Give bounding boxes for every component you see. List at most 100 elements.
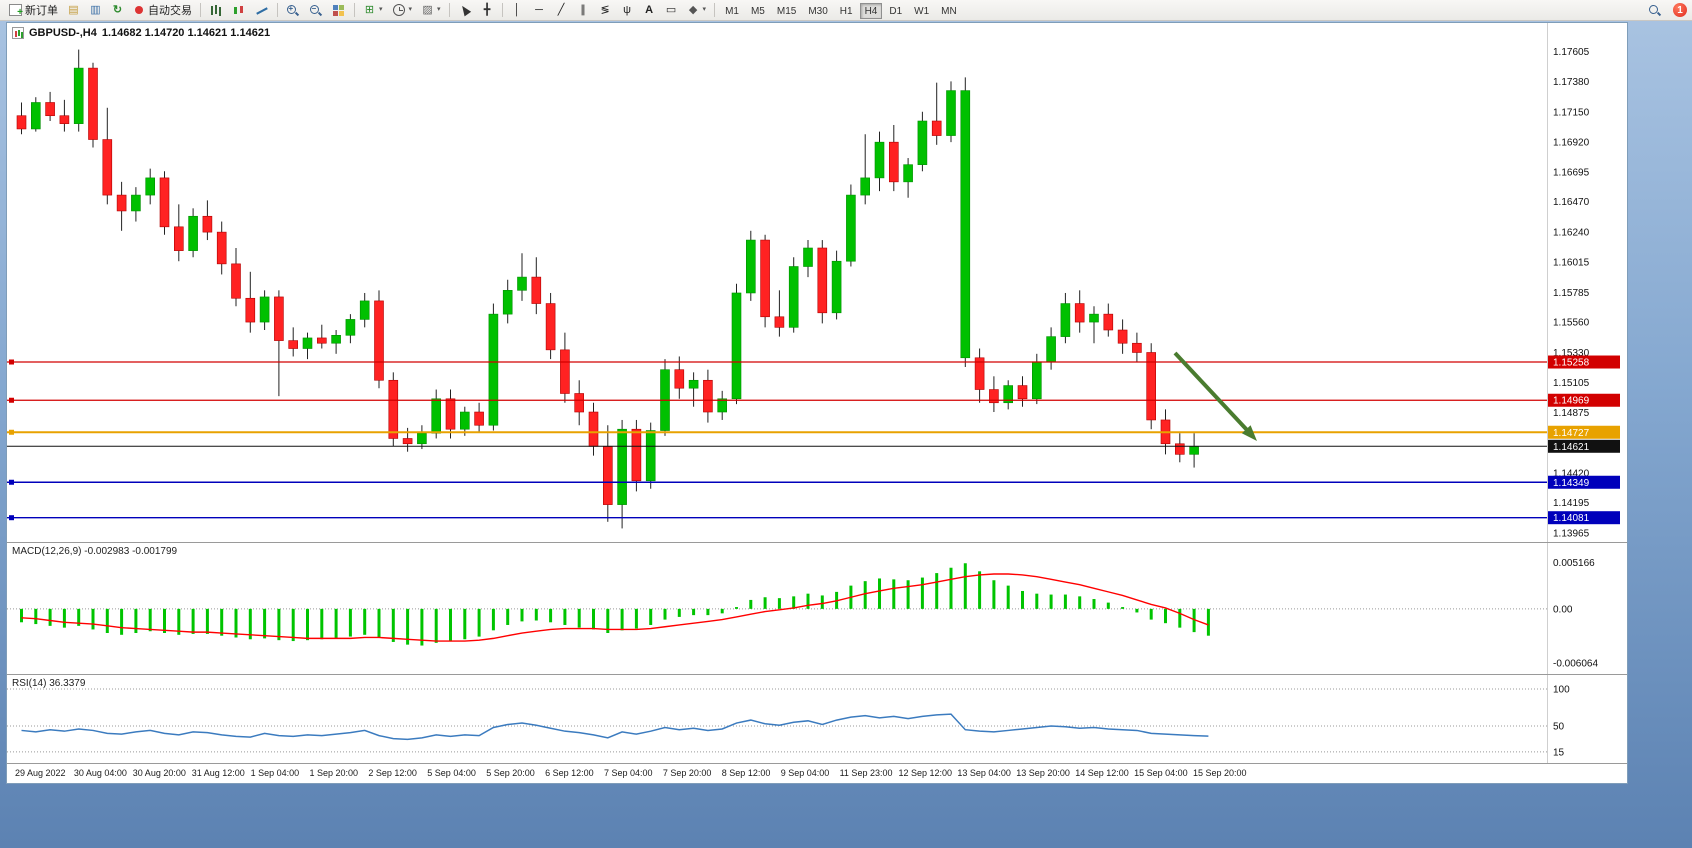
candle-body (1132, 342, 1142, 353)
candle-body (502, 290, 513, 315)
periods-button[interactable]: ▾ (388, 1, 417, 19)
resistance-line-2-badge-label: 1.14969 (1553, 396, 1590, 407)
refresh-icon: ↻ (112, 3, 123, 16)
indicators-button[interactable]: ⊞ ▾ (359, 1, 387, 19)
candle-body (645, 430, 656, 482)
timeframe-button-h1[interactable]: H1 (835, 3, 858, 19)
time-axis[interactable]: 29 Aug 2022 30 Aug 04:00 30 Aug 20:00 31 Au… (7, 765, 1547, 783)
candle-body (445, 398, 456, 430)
vertical-line-tool-button[interactable]: │ (507, 1, 528, 19)
resistance-line-1-handle[interactable] (9, 359, 14, 365)
charts-profile-button[interactable]: ▤ (63, 1, 84, 19)
auto-trading-icon (133, 4, 145, 17)
price-axis[interactable]: 1.17605 1.17380 1.17150 1.16920 1.16695 1.164… (1547, 23, 1621, 763)
timeframe-button-w1[interactable]: W1 (909, 3, 934, 19)
shapes-tool-button[interactable]: ◆ ▾ (683, 1, 711, 19)
chart-canvas[interactable]: 1.17605 1.17380 1.17150 1.16920 1.16695 1.164… (7, 23, 1627, 783)
macd-panel[interactable] (7, 563, 1547, 646)
resistance-line-2-badge (1548, 393, 1620, 407)
toolbar-separator (354, 3, 355, 17)
candle-body (345, 319, 356, 336)
time-label: 8 Sep 12:00 (721, 768, 771, 778)
candle-body (102, 139, 113, 196)
down-arrow-annotation[interactable] (1173, 351, 1249, 432)
price-panel[interactable] (7, 49, 1547, 529)
indicators-icon: ⊞ (364, 3, 375, 16)
new-order-icon (9, 4, 23, 18)
candle-body (459, 411, 470, 430)
zoom-in-button[interactable]: + (282, 1, 304, 19)
new-order-button[interactable]: 新订单 (5, 1, 62, 19)
chart-area[interactable]: 1.17605 1.17380 1.17150 1.16920 1.16695 1.164… (6, 22, 1628, 784)
resistance-line-1-badge (1548, 355, 1620, 369)
horizontal-line-tool-button[interactable]: ─ (529, 1, 550, 19)
bid-price-line-badge (1548, 439, 1620, 453)
auto-trading-button[interactable]: 自动交易 (129, 1, 196, 19)
candle-body (30, 102, 41, 130)
refresh-button[interactable]: ↻ (107, 1, 128, 19)
text-tool-button[interactable]: A (639, 1, 660, 19)
zoom-out-button[interactable]: − (305, 1, 327, 19)
price-tick: 1.16920 (1553, 138, 1590, 149)
timeframe-button-m5[interactable]: M5 (746, 3, 770, 19)
time-label: 31 Aug 12:00 (191, 768, 245, 778)
candle-body (188, 215, 198, 251)
price-tick: 1.17150 (1553, 107, 1590, 118)
shapes-icon: ◆ (688, 3, 698, 16)
candlestick-chart-button[interactable] (228, 1, 250, 19)
bar-chart-button[interactable] (205, 1, 227, 19)
toolbar-separator (501, 3, 503, 17)
candle-body (731, 292, 742, 400)
timeframe-button-m15[interactable]: M15 (772, 3, 801, 19)
candle-body (531, 276, 542, 304)
label-tool-button[interactable]: ▭ (661, 1, 682, 19)
timeframe-button-m30[interactable]: M30 (803, 3, 832, 19)
rsi-panel[interactable] (7, 688, 1547, 753)
rsi-line (21, 713, 1209, 741)
crosshair-tool-button[interactable]: ╋ (477, 1, 498, 19)
support-line-blue-1-handle[interactable] (9, 479, 14, 485)
search-button[interactable] (1644, 1, 1666, 19)
support-line-orange-badge-label: 1.14727 (1553, 428, 1590, 439)
trendline-tool-button[interactable]: ╱ (551, 1, 572, 19)
text-tool-icon: A (645, 3, 654, 16)
toolbar: 新订单 ▤ ▥ ↻ 自动交易 + − ⊞▾ ▾ ▨▾ ╋ │ ─ ╱ ∥ ≶ ψ… (0, 0, 1692, 21)
line-chart-button[interactable] (251, 1, 273, 19)
timeframe-button-d1[interactable]: D1 (884, 3, 907, 19)
price-tick: 1.16695 (1553, 167, 1590, 178)
channel-tool-button[interactable]: ∥ (573, 1, 594, 19)
bar-chart-icon (209, 4, 223, 17)
support-line-blue-2-badge-label: 1.14081 (1553, 513, 1590, 524)
candle-body (831, 260, 842, 314)
resistance-line-2-handle[interactable] (9, 397, 14, 403)
support-line-orange-handle[interactable] (9, 429, 14, 435)
pitchfork-icon: ψ (623, 3, 631, 16)
candle-body (488, 313, 499, 426)
candle-body (617, 428, 627, 505)
macd-axis-label: 0.00 (1553, 604, 1573, 615)
candle-body (974, 357, 985, 390)
notification-badge[interactable]: 1 (1673, 3, 1687, 17)
templates-button[interactable]: ▨ ▾ (417, 1, 445, 19)
candle-body (788, 266, 799, 328)
timeframe-button-mn[interactable]: MN (936, 3, 962, 19)
tile-windows-button[interactable] (328, 1, 350, 19)
chart-ohlc-values: 1.14682 1.14720 1.14621 1.14621 (101, 27, 271, 39)
support-line-orange-badge (1548, 425, 1620, 439)
timeframe-button-h4[interactable]: H4 (859, 3, 883, 20)
fibonacci-tool-button[interactable]: ≶ (595, 1, 616, 19)
candle-body (302, 337, 313, 349)
chart-window-icon (12, 27, 24, 39)
timeframe-button-m1[interactable]: M1 (720, 3, 744, 19)
pitchfork-tool-button[interactable]: ψ (617, 1, 638, 19)
macd-axis-label: -0.006064 (1553, 659, 1598, 670)
candle-body (874, 141, 885, 179)
candle-body (216, 231, 227, 265)
candle-body (1103, 313, 1114, 331)
market-watch-button[interactable]: ▥ (85, 1, 106, 19)
price-tick: 1.14195 (1553, 498, 1590, 509)
cursor-tool-button[interactable] (454, 1, 476, 19)
zoom-in-icon: + (286, 4, 300, 17)
candle-body (1089, 313, 1099, 323)
support-line-blue-2-handle[interactable] (9, 515, 14, 521)
